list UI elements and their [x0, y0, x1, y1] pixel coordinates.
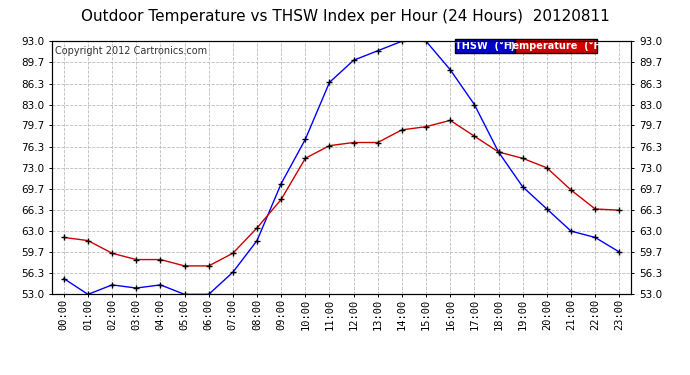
Text: Outdoor Temperature vs THSW Index per Hour (24 Hours)  20120811: Outdoor Temperature vs THSW Index per Ho… [81, 9, 609, 24]
FancyBboxPatch shape [515, 39, 597, 53]
Text: THSW  (°F): THSW (°F) [455, 40, 515, 51]
FancyBboxPatch shape [455, 39, 515, 53]
Text: Copyright 2012 Cartronics.com: Copyright 2012 Cartronics.com [55, 46, 207, 56]
Text: Temperature  (°F): Temperature (°F) [507, 40, 605, 51]
